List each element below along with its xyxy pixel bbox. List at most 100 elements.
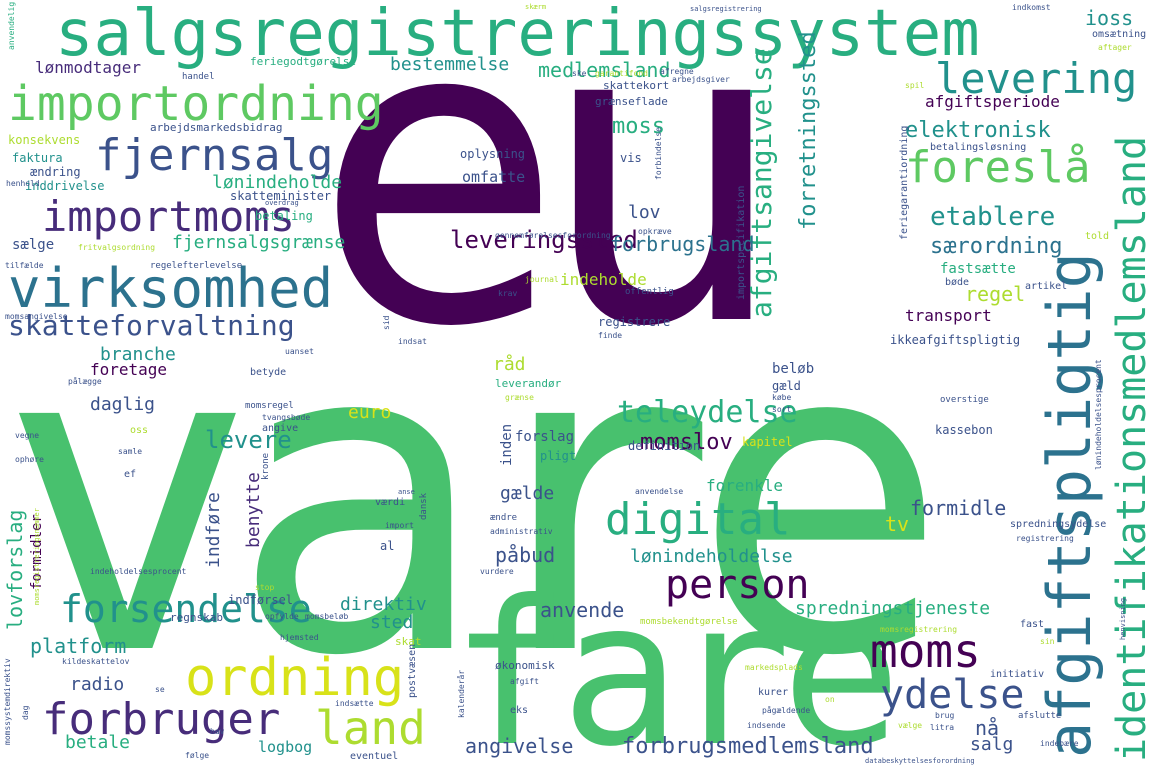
- word-opkraeve: opkræve: [638, 227, 672, 236]
- word-pligt: pligt: [540, 449, 577, 463]
- word-omfatte: omfatte: [462, 168, 526, 186]
- word-tvangsboede: tvangsbøde: [262, 413, 311, 422]
- word-oplysning: oplysning: [460, 147, 526, 161]
- word-fast: fast: [1020, 619, 1045, 630]
- word-loenindeholdelse: lønindeholdelse: [630, 546, 793, 567]
- word-kapitel: kapitel: [742, 435, 793, 449]
- word-afgiftsangivelse: afgiftsangivelse: [745, 48, 778, 318]
- word-importordning: importordning: [8, 76, 384, 132]
- word-indkomst: indkomst: [1012, 3, 1051, 12]
- word-vaelge: vælge: [898, 721, 923, 730]
- word-told: told: [1085, 231, 1110, 242]
- word-leverandoer: leverandør: [495, 377, 562, 390]
- word-overdrag: overdrag: [265, 199, 299, 207]
- word-administrativ: administrativ: [490, 527, 553, 536]
- word-skatteforvaltning: skatteforvaltning: [8, 309, 295, 342]
- word-foelge: følge: [185, 751, 210, 760]
- word-skaerm: skærm: [525, 3, 547, 11]
- word-graense: grænse: [505, 393, 534, 402]
- word-importspecifikation: importspecifikation: [736, 185, 747, 300]
- word-fastsaette: fastsætte: [940, 261, 1016, 277]
- word-fare: fare: [450, 558, 902, 770]
- word-dansk: dansk: [419, 492, 429, 520]
- word-omsaetning: omsætning: [1092, 29, 1147, 40]
- word-momsbekendtgoerelse: momsbekendtgørelse: [640, 617, 738, 627]
- word-forbrugsland: forbrugsland: [610, 232, 755, 256]
- word-lonmodtager: lønmodtager: [35, 58, 141, 77]
- word-artikel: artikel: [1025, 281, 1068, 292]
- word-daglig: daglig: [90, 394, 156, 415]
- word-momsregel: momsregel: [245, 401, 294, 411]
- word-saelge: sælge: [12, 237, 55, 253]
- word-naa: nå: [975, 716, 1000, 740]
- word-konsekvens: konsekvens: [8, 133, 81, 147]
- word-gaelde: gælde: [500, 483, 555, 504]
- word-betyde: betyde: [250, 367, 287, 378]
- word-henhold: henhold: [6, 179, 40, 188]
- word-forslag: forslag: [515, 429, 575, 445]
- word-medlemsland: medlemsland: [538, 58, 671, 82]
- word-spredningsydelse: spredningsydelse: [1010, 519, 1107, 530]
- word-identifikationsmedlemsland: identifikationsmedlemsland: [1109, 135, 1155, 762]
- word-sort: sort: [772, 405, 792, 414]
- word-transport: transport: [905, 306, 992, 325]
- word-litra: litra: [930, 723, 955, 732]
- word-foretage: foretage: [90, 360, 168, 379]
- word-ordning: ordning: [185, 648, 405, 708]
- word-anvende: anvende: [540, 598, 625, 622]
- word-oss: oss: [130, 425, 149, 436]
- word-spil: spil: [905, 81, 925, 90]
- word-forretningssted: forretningssted: [796, 31, 821, 230]
- word-vegne: vegne: [15, 431, 40, 440]
- word-ioss: ioss: [1085, 6, 1134, 30]
- word-tv: tv: [885, 512, 910, 536]
- word-indebaere: indebære: [1040, 739, 1079, 748]
- word-indsende: indsende: [747, 721, 786, 730]
- word-levering: levering: [935, 54, 1138, 103]
- word-vis: vis: [620, 151, 642, 165]
- word-afgiftsperiode: afgiftsperiode: [925, 92, 1060, 111]
- word-feriegarantiordning: feriegarantiordning: [899, 125, 910, 240]
- word-krav: krav: [498, 289, 518, 298]
- word-momsregistreringsnummer: momsregistreringsnummer: [33, 508, 41, 605]
- word-import: import: [385, 521, 414, 530]
- word-importmoms: importmoms: [42, 192, 295, 241]
- word-salgsregistrering: salgsregistrering: [690, 5, 762, 13]
- word-oekonomisk: økonomisk: [495, 659, 555, 672]
- word-eventuel: eventuel: [350, 751, 399, 762]
- word-graenseflade: grænseflade: [595, 95, 668, 108]
- word-betalingsloesning: betalingsløsning: [930, 142, 1027, 153]
- word-sid: sid: [382, 315, 391, 330]
- word-dag: dag: [21, 705, 30, 720]
- word-markedsplads: markedsplads: [745, 663, 803, 672]
- word-opfylde: opfylde: [265, 612, 299, 621]
- word-beloeb: beløb: [772, 361, 815, 377]
- word-gaeld: gæld: [772, 379, 801, 393]
- word-momslov: momslov: [640, 430, 733, 455]
- word-handel: handel: [182, 72, 215, 82]
- word-paabud: påbud: [495, 543, 556, 567]
- word-raad: råd: [493, 354, 526, 375]
- word-angive: angive: [262, 423, 299, 434]
- word-afslutte: afslutte: [1018, 711, 1062, 721]
- word-anvendelse: anvendelse: [635, 487, 684, 496]
- word-on: on: [825, 695, 835, 704]
- word-arbejdsmarkedsbidrag: arbejdsmarkedsbidrag: [150, 121, 283, 134]
- word-formidle: formidle: [910, 496, 1007, 520]
- word-overstige: overstige: [940, 395, 989, 405]
- word-euro: euro: [348, 402, 392, 423]
- word-loenindeholdelsesprocent: lønindeholdelsesprocent: [1094, 359, 1103, 470]
- word-indfoersel: indførsel: [228, 593, 294, 607]
- word-feriegodtgoerelse: feriegodtgørelse: [250, 55, 356, 68]
- word-momsregistrering: momsregistrering: [880, 625, 958, 634]
- word-vaerdi: værdi: [375, 497, 406, 508]
- word-lovforslag: lovforslag: [3, 509, 27, 630]
- word-direktiv: direktiv: [340, 594, 427, 615]
- word-inden: inden: [499, 423, 515, 466]
- word-definition: definition: [628, 439, 701, 453]
- word-indfoere: indføre: [203, 492, 224, 568]
- word-paagaeldende: pågældende: [762, 706, 811, 715]
- word-digital: digital: [605, 494, 791, 545]
- word-indsat: indsat: [398, 337, 427, 346]
- word-momsangivelse: momsangivelse: [5, 312, 68, 321]
